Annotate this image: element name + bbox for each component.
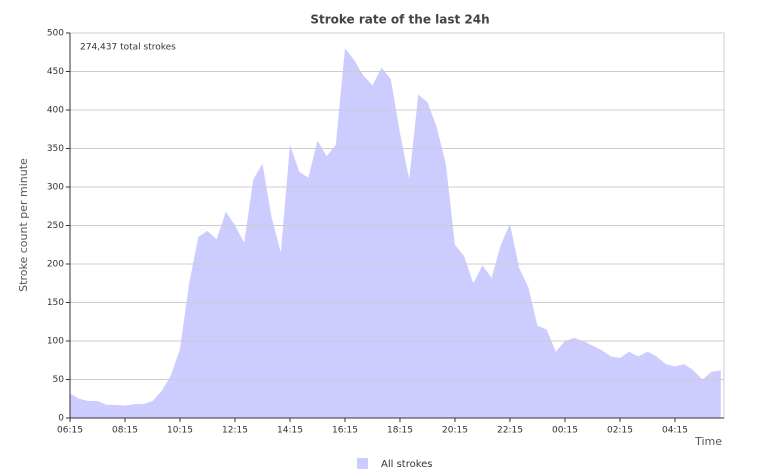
x-tick-label: 18:15	[387, 426, 413, 436]
area	[70, 48, 721, 419]
x-tick-label: 02:15	[607, 426, 633, 436]
legend-label: All strokes	[381, 459, 433, 470]
x-tick-label: 22:15	[497, 426, 523, 436]
x-tick-label: 08:15	[112, 426, 138, 436]
x-tick-label: 10:15	[167, 426, 193, 436]
y-tick-label: 250	[47, 221, 64, 231]
legend-swatch	[357, 458, 368, 469]
y-tick-label: 450	[47, 67, 64, 77]
y-axis-label: Stroke count per minute	[17, 158, 30, 292]
y-tick-label: 200	[47, 260, 64, 270]
y-tick-label: 500	[47, 29, 64, 39]
chart-title: Stroke rate of the last 24h	[310, 13, 489, 27]
y-tick-label: 150	[47, 298, 64, 308]
y-tick-label: 300	[47, 183, 64, 193]
annotation: 274,437 total strokes	[80, 43, 176, 53]
y-tick-label: 100	[47, 337, 64, 347]
x-tick-label: 16:15	[332, 426, 358, 436]
y-tick-label: 50	[53, 375, 65, 385]
x-tick-label: 00:15	[552, 426, 578, 436]
y-tick-label: 0	[58, 414, 64, 424]
x-tick-label: 06:15	[57, 426, 83, 436]
x-tick-label: 20:15	[442, 426, 468, 436]
y-tick-label: 350	[47, 144, 64, 154]
x-axis-label: Time	[694, 435, 722, 448]
x-tick-label: 04:15	[662, 426, 688, 436]
y-tick-label: 400	[47, 106, 64, 116]
x-tick-label: 14:15	[277, 426, 303, 436]
x-tick-label: 12:15	[222, 426, 248, 436]
